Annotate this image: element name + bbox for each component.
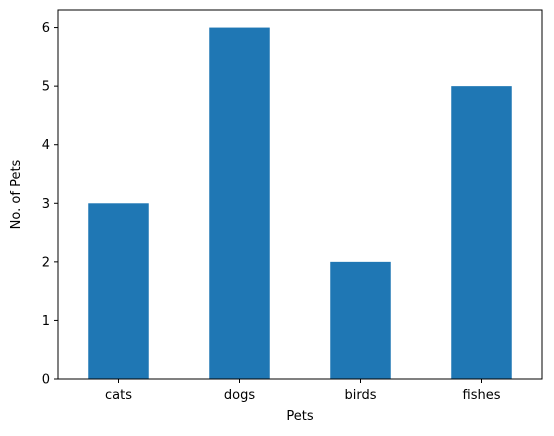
y-axis-ticks: 0 1 2 3 4 5 6 [42,21,58,388]
bar-birds [330,261,391,379]
y-tick-label: 6 [42,21,50,36]
y-axis-label: No. of Pets [9,159,24,229]
y-tick-label: 2 [42,255,50,270]
x-axis-label: Pets [286,409,313,424]
x-tick-label-birds: birds [344,388,376,403]
bar-cats [88,203,149,379]
x-tick-label-fishes: fishes [463,388,501,403]
y-tick-label: 4 [42,138,50,153]
y-tick-label: 0 [42,373,50,388]
x-tick-label-cats: cats [105,388,132,403]
y-tick-label: 5 [42,80,50,95]
x-axis-ticks: cats dogs birds fishes [105,379,501,403]
bar-fishes [451,86,512,380]
bar-dogs [209,27,270,379]
y-tick-label: 1 [42,314,50,329]
x-tick-label-dogs: dogs [224,388,255,403]
plot-frame [57,9,543,380]
y-tick-label: 3 [42,197,50,212]
bars-layer [88,27,512,380]
